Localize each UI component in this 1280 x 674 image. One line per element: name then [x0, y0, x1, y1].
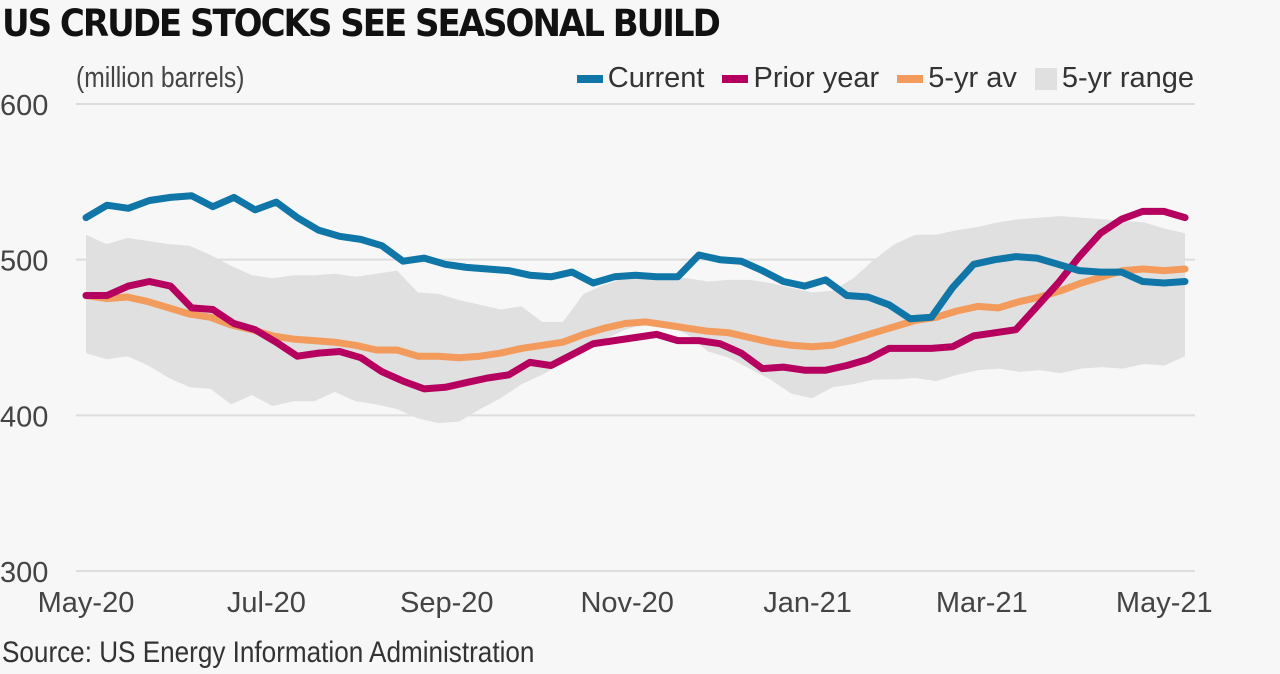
legend-item-prior-year: Prior year: [722, 62, 879, 95]
x-tick-label: Nov-20: [580, 587, 674, 619]
x-tick-label: Mar-21: [936, 587, 1028, 619]
x-axis-ticks: May-20 Jul-20 Sep-20 Nov-20 Jan-21 Mar-21 May-…: [38, 587, 1213, 619]
line-prior-year: [82, 207, 1189, 393]
x-tick-label: Jan-21: [763, 587, 852, 619]
y-axis-ticks: 300 400 500 600: [0, 90, 48, 589]
y-tick-label: 500: [0, 246, 48, 278]
legend-label-5yr-range: 5-yr range: [1061, 62, 1194, 94]
chart-title: US CRUDE STOCKS SEE SEASONAL BUILD: [2, 2, 721, 45]
legend-item-5yr-range: 5-yr range: [1034, 62, 1194, 95]
legend-label-current: Current: [607, 62, 705, 94]
line-current: [82, 192, 1189, 323]
legend-item-5yr-av: 5-yr av: [897, 62, 1017, 95]
legend-label-5yr-av: 5-yr av: [928, 62, 1017, 94]
legend-item-current: Current: [576, 62, 705, 95]
legend-swatch-5yr-range: [1034, 67, 1057, 90]
y-tick-label: 400: [0, 401, 48, 433]
x-tick-label: May-20: [38, 587, 135, 619]
series-lines: [82, 192, 1189, 393]
legend-label-prior-year: Prior year: [753, 62, 880, 94]
x-tick-label: Jul-20: [227, 587, 306, 619]
x-tick-label: Sep-20: [400, 587, 494, 619]
legend-swatch-current: [576, 74, 603, 83]
legend: Current Prior year 5-yr av 5-yr range: [559, 62, 1194, 95]
source-note: Source: US Energy Information Administra…: [2, 636, 535, 669]
y-axis-unit-label: (million barrels): [76, 62, 245, 94]
legend-swatch-prior-year: [722, 74, 749, 83]
x-tick-label: May-21: [1116, 587, 1213, 619]
y-tick-label: 300: [0, 557, 48, 589]
y-tick-label: 600: [0, 90, 48, 122]
legend-swatch-5yr-av: [897, 74, 924, 83]
